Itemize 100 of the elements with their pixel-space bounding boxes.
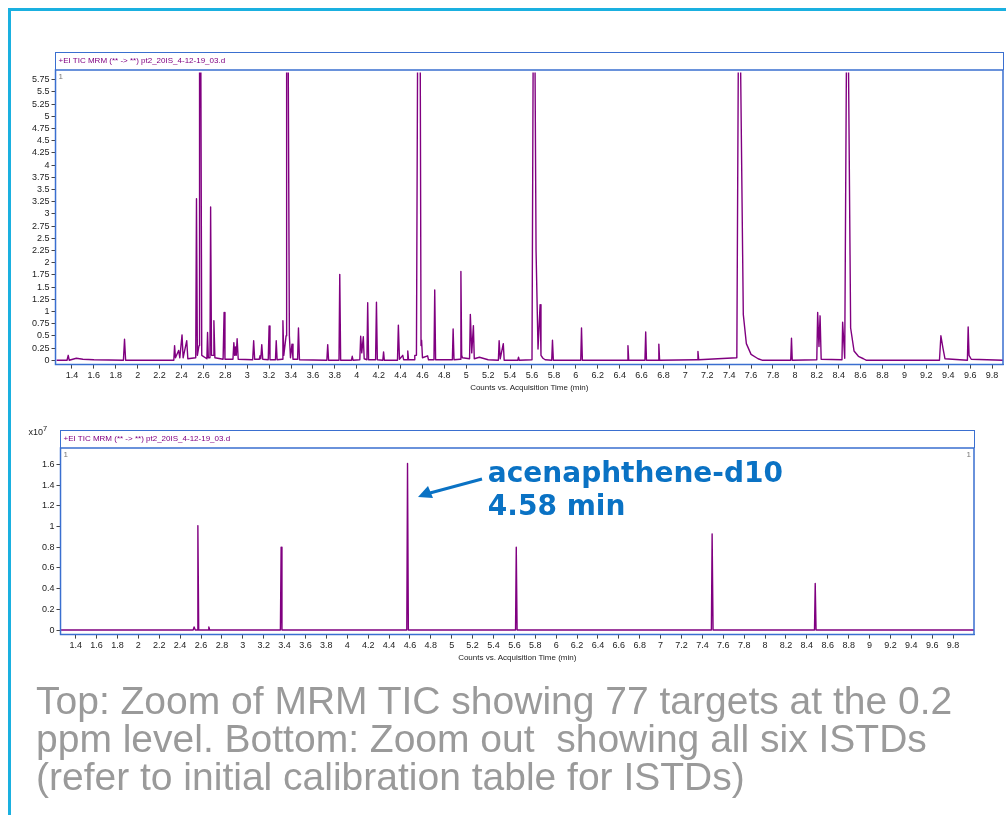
x-tick-label: 5.6 <box>525 370 539 381</box>
y-tick-label: 3 <box>44 208 50 219</box>
x-tick-label: 7.4 <box>722 370 736 381</box>
x-tick-label: 8.4 <box>832 370 845 381</box>
x-tick-label: 9.2 <box>884 640 897 651</box>
x-tick-label: 6.4 <box>613 370 626 381</box>
x-tick-label: 5.6 <box>508 640 521 651</box>
text: Top: Zoom of MRM TIC showing 77 targets at the 0.2 ppm level. Bottom: Zoom out showing all six ISTDs (refer to initial calibration table for ISTDs) <box>36 679 954 798</box>
x-tick-label: 2.2 <box>152 640 166 651</box>
y-tick-label: 1.4 <box>42 479 55 490</box>
y-tick-label: 2.25 <box>31 244 50 255</box>
x-tick-label: 8 <box>792 370 798 381</box>
x-tick-label: 9.8 <box>985 370 999 381</box>
y-tick-label: 0.2 <box>42 603 55 614</box>
x-tick-label: 7 <box>658 640 664 651</box>
x-tick-label: 7.2 <box>701 370 714 381</box>
y-tick-label: 1.25 <box>31 293 50 304</box>
x-tick-label: 9.4 <box>905 640 918 651</box>
y-tick-label: 1 <box>44 305 50 316</box>
y-axis-title: x10$^{7}$ <box>28 424 48 437</box>
annotation: 1 <box>966 450 972 460</box>
x-tick-label: 5 <box>463 370 469 381</box>
x-tick-label: 9.6 <box>963 370 977 381</box>
x-tick-label: 3.6 <box>299 640 312 651</box>
chart-title: +EI TIC MRM (** -> **) pt2_20IS_4-12-19_03.d <box>58 56 226 66</box>
x-tick-label: 5.8 <box>529 640 542 651</box>
x-tick-label: 3.6 <box>306 370 320 381</box>
y-tick-label: 4 <box>44 159 50 170</box>
y-tick-label: 1 <box>49 521 55 532</box>
x-tick-label: 7 <box>682 370 688 381</box>
x-tick-label: 1.6 <box>90 640 103 651</box>
x-tick-label: 9 <box>901 370 907 381</box>
x-tick-label: 8.2 <box>810 370 824 381</box>
x-tick-label: 6.8 <box>657 370 670 381</box>
x-tick-label: 7.8 <box>737 640 751 651</box>
annotation: 1 <box>58 72 64 82</box>
x-tick-label: 7.6 <box>717 640 730 651</box>
x-tick-label: 2.6 <box>197 370 210 381</box>
x-tick-label: 2.8 <box>219 370 232 381</box>
x-tick-label: 2.6 <box>194 640 208 651</box>
x-tick-label: 3.4 <box>284 370 298 381</box>
x-tick-label: 9.6 <box>925 640 939 651</box>
x-tick-label: 1.8 <box>109 370 123 381</box>
y-tick-label: 2 <box>44 257 50 268</box>
x-tick-label: 4.8 <box>438 370 451 381</box>
x-tick-label: 6 <box>573 370 579 381</box>
x-tick-label: 5.2 <box>466 640 479 651</box>
x-tick-label: 2.4 <box>175 370 188 381</box>
x-tick-label: 1.8 <box>111 640 124 651</box>
y-tick-label: 0 <box>44 354 50 365</box>
x-tick-label: 8.8 <box>842 640 855 651</box>
y-tick-label: 0.6 <box>42 562 55 573</box>
y-tick-label: 1.6 <box>42 459 55 470</box>
y-tick-label: 4.75 <box>31 123 50 134</box>
x-tick-label: 8.4 <box>800 640 814 651</box>
x-tick-label: 9 <box>867 640 873 651</box>
x-tick-label: 2 <box>135 370 141 381</box>
y-tick-label: 4.25 <box>31 147 50 158</box>
x-tick-label: 4.2 <box>361 640 375 651</box>
x-tick-label: 4.6 <box>403 640 417 651</box>
y-tick-label: 5.25 <box>31 98 50 109</box>
x-tick-label: 9.4 <box>941 370 955 381</box>
y-tick-label: 5 <box>44 110 50 121</box>
x-tick-label: 7.2 <box>675 640 688 651</box>
y-tick-label: 1.5 <box>37 281 50 292</box>
y-tick-label: 0.5 <box>37 330 50 341</box>
x-tick-label: 7.4 <box>696 640 709 651</box>
x-tick-label: 4.4 <box>394 370 407 381</box>
x-tick-label: 5.4 <box>487 640 500 651</box>
annotation: 1 <box>63 450 69 460</box>
x-tick-label: 8 <box>762 640 768 651</box>
x-tick-label: 6.6 <box>612 640 626 651</box>
x-tick-label: 6.2 <box>591 370 604 381</box>
x-tick-label: 8.6 <box>821 640 835 651</box>
y-tick-label: 5.5 <box>37 86 50 97</box>
x-tick-label: 1.4 <box>65 370 79 381</box>
chart-title: +EI TIC MRM (** -> **) pt2_20IS_4-12-19_03.d <box>63 434 231 444</box>
x-tick-label: 5.8 <box>547 370 561 381</box>
x-tick-label: 9.2 <box>920 370 933 381</box>
x-tick-label: 8.8 <box>876 370 889 381</box>
x-tick-label: 3.2 <box>262 370 276 381</box>
x-tick-label: 2.8 <box>215 640 229 651</box>
y-tick-label: 0 <box>49 624 55 635</box>
y-tick-label: 0.8 <box>42 541 55 552</box>
y-tick-label: 4.5 <box>37 135 50 146</box>
y-tick-label: 3.25 <box>31 196 50 207</box>
y-tick-label: 0.4 <box>42 583 55 594</box>
y-tick-label: 1.75 <box>31 269 50 280</box>
x-tick-label: 2 <box>135 640 141 651</box>
x-tick-label: 7.6 <box>744 370 758 381</box>
x-tick-label: 5.4 <box>503 370 517 381</box>
x-tick-label: 4 <box>354 370 360 381</box>
y-tick-label: 3.5 <box>37 183 50 194</box>
x-tick-label: 4.4 <box>382 640 396 651</box>
x-tick-label: 6 <box>553 640 559 651</box>
x-tick-label: 5 <box>449 640 455 651</box>
x-tick-label: 7.8 <box>766 370 780 381</box>
x-tick-label: 3.2 <box>257 640 270 651</box>
x-axis-title: Counts vs. Acquisition Time (min) <box>470 383 589 393</box>
y-tick-label: 1.2 <box>42 500 55 511</box>
